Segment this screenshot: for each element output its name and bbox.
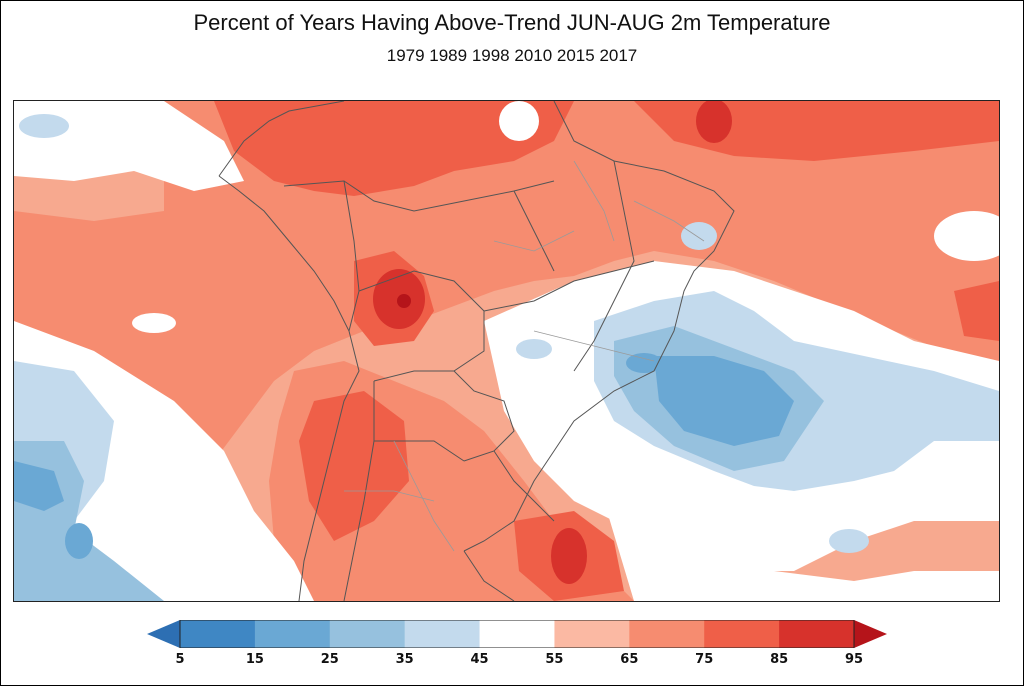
colorbar-under-arrow [147, 620, 180, 648]
colorbar-segment [404, 620, 481, 648]
cool-spot-south-atlantic [829, 529, 869, 553]
colorbar-segment [329, 620, 406, 648]
figure-subtitle: 1979 1989 1998 2010 2015 2017 [386, 46, 638, 65]
state-borders [344, 160, 705, 552]
colorbar-tick-label: 45 [470, 652, 489, 667]
colorbar-tick-label: 95 [844, 652, 864, 667]
neutral-region-south-atlantic [604, 501, 999, 601]
state-border-3 [573, 160, 615, 242]
colorbar-tick-label: 5 [175, 652, 185, 667]
colorbar-tick-label: 55 [545, 652, 564, 667]
colorbar-segment [180, 620, 256, 648]
colorbar-tick-label: 25 [320, 652, 339, 667]
colorbar [147, 620, 887, 648]
warm-region-mid [14, 101, 999, 481]
border-paraguay [453, 370, 515, 462]
colorbar-tick-label: 85 [770, 652, 789, 667]
neutral-spot-pacific [132, 313, 176, 333]
state-border-4 [633, 200, 705, 242]
neutral-region-east-atlantic [934, 211, 999, 261]
cool-spot-northwest [19, 114, 69, 138]
map-canvas [14, 101, 999, 601]
warm-region-high-east [954, 281, 999, 341]
warm-region-high-north [214, 101, 574, 196]
colorbar-segment [479, 620, 555, 648]
border-argentina-chile [343, 381, 375, 601]
cool-spot-coast-dark [626, 353, 662, 373]
east-coastline [463, 101, 735, 552]
warm-region-peak-bolivia [397, 294, 411, 308]
colorbar-tick-label: 35 [395, 652, 414, 667]
map-panel [13, 100, 1000, 602]
neutral-spot-north [499, 101, 539, 141]
caribbean-coastline [218, 101, 345, 177]
border-brazil-states-1 [483, 260, 655, 312]
warm-region-max-northeast [696, 101, 732, 143]
colorbar-segment [629, 620, 705, 648]
neutral-region-northwest [14, 101, 244, 191]
state-border-6 [493, 230, 575, 252]
cool-region-atlantic-dark [654, 356, 794, 446]
cool-spot-pacific-dark [65, 523, 93, 559]
border-uruguay [493, 450, 555, 522]
west-coastline [218, 175, 360, 601]
state-border-2 [344, 490, 435, 502]
cool-spot-northeast-brazil [681, 222, 717, 250]
colorbar-segment [779, 620, 855, 648]
colorbar-tick-label: 75 [695, 652, 714, 667]
country-borders [218, 101, 735, 601]
border-bolivia [358, 270, 485, 382]
border-brazil-states-2 [513, 190, 555, 272]
colorbar-segment [704, 620, 780, 648]
cool-region-pacific-dark [14, 461, 64, 511]
colorbar-tick-label: 15 [245, 652, 264, 667]
figure-title: Percent of Years Having Above-Trend JUN-… [193, 10, 831, 35]
state-border-5 [533, 330, 655, 362]
warm-region-high-argentina [299, 391, 409, 541]
southeast-coastline [463, 550, 515, 601]
colorbar-outline [179, 620, 855, 648]
border-brazil-states-3 [573, 160, 635, 372]
colorbar-over-arrow [854, 620, 887, 648]
state-border-1 [393, 440, 455, 552]
warm-region-max-southeast [551, 528, 587, 584]
border-peru-brazil [343, 180, 360, 332]
colorbar-segment [554, 620, 630, 648]
colorbar-segments [180, 620, 855, 648]
colorbar-segment [254, 620, 331, 648]
cool-spot-central-brazil [516, 339, 552, 359]
colorbar-tick-label: 65 [620, 652, 639, 667]
